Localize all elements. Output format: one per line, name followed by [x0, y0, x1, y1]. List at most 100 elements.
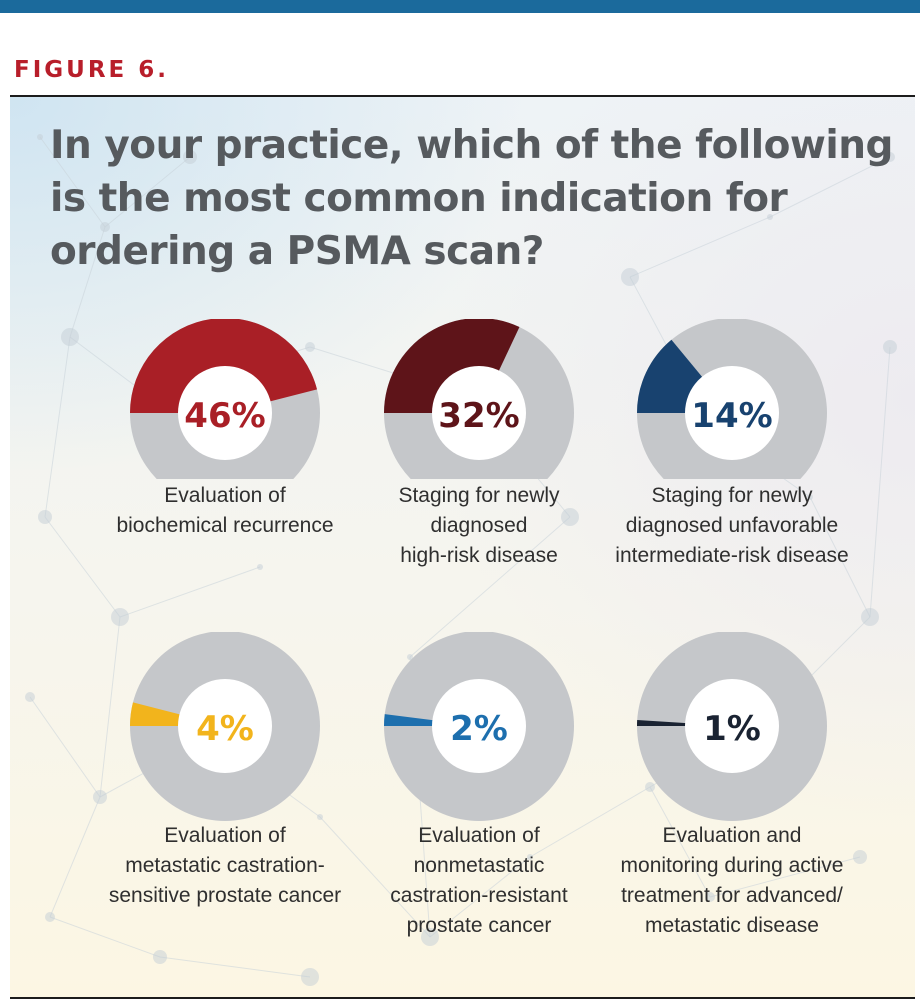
- network-node: [807, 494, 813, 500]
- chart-caption: Staging for newly diagnosed unfavorable …: [597, 481, 867, 571]
- donut-hole: [178, 366, 272, 460]
- network-node: [25, 692, 35, 702]
- network-line: [319, 816, 431, 938]
- network-line: [49, 916, 161, 958]
- caption-line: prostate cancer: [406, 914, 552, 937]
- caption-line: diagnosed: [430, 514, 528, 537]
- network-node: [111, 608, 129, 626]
- network-node: [153, 950, 167, 964]
- caption-line: treatment for advanced/: [621, 884, 843, 907]
- network-node: [61, 328, 79, 346]
- network-line: [159, 956, 311, 978]
- caption-line: metastatic disease: [645, 914, 819, 937]
- network-line: [99, 616, 121, 798]
- network-line: [44, 336, 71, 518]
- donut-hole: [432, 679, 526, 773]
- caption-line: high-risk disease: [400, 544, 558, 567]
- donut-chart-2: 32% Staging for newly diagnosed high-ris…: [344, 319, 614, 649]
- donut-chart-1: 46% Evaluation of biochemical recurrence: [90, 319, 360, 649]
- donut-hole: [178, 679, 272, 773]
- donut-hole: [685, 366, 779, 460]
- network-line: [429, 856, 531, 938]
- network-node: [645, 782, 655, 792]
- network-node: [45, 912, 55, 922]
- network-node: [885, 152, 895, 162]
- donut-svg: 14%: [637, 319, 827, 479]
- donut-chart-5: 2% Evaluation of nonmetastatic castratio…: [344, 632, 614, 962]
- figure-label: FIGURE 6.: [14, 57, 169, 83]
- network-line: [44, 516, 121, 618]
- network-line: [49, 796, 101, 918]
- chart-caption: Evaluation of nonmetastatic castration-r…: [344, 821, 614, 941]
- network-line: [529, 786, 651, 858]
- network-node: [561, 508, 579, 526]
- chart-caption: Staging for newly diagnosed high-risk di…: [344, 481, 614, 571]
- network-line: [869, 346, 891, 618]
- network-node: [100, 222, 110, 232]
- network-line: [69, 226, 106, 338]
- network-line: [629, 216, 771, 278]
- network-node: [37, 134, 43, 140]
- percent-label: 32%: [438, 396, 519, 436]
- donut-svg: 4%: [130, 632, 320, 821]
- caption-line: Evaluation and: [662, 824, 802, 847]
- caption-line: Evaluation of: [418, 824, 540, 847]
- caption-line: Evaluation of: [164, 484, 286, 507]
- caption-line: Staging for newly: [651, 484, 813, 507]
- figure-panel: In your practice, which of the following…: [10, 95, 915, 999]
- network-line: [104, 156, 191, 228]
- network-node: [705, 892, 715, 902]
- donut-chart-3: 14% Staging for newly diagnosed unfavora…: [597, 319, 867, 649]
- caption-line: monitoring during active: [620, 854, 844, 877]
- network-node: [527, 854, 533, 860]
- network-line: [409, 516, 571, 658]
- network-line: [649, 786, 711, 898]
- network-node: [305, 342, 315, 352]
- donut-chart-6: 1% Evaluation and monitoring during acti…: [597, 632, 867, 962]
- donut-svg: 2%: [384, 632, 574, 821]
- network-node: [38, 510, 52, 524]
- caption-line: sensitive prostate cancer: [108, 884, 342, 907]
- network-node: [317, 814, 323, 820]
- caption-line: diagnosed unfavorable: [625, 514, 839, 537]
- network-node: [861, 608, 879, 626]
- chart-caption: Evaluation of metastatic castration- sen…: [90, 821, 360, 911]
- percent-label: 2%: [450, 709, 508, 749]
- network-line: [39, 136, 106, 228]
- network-node: [883, 340, 897, 354]
- caption-line: castration-resistant: [390, 884, 568, 907]
- caption-line: Evaluation of: [164, 824, 286, 847]
- network-node: [767, 214, 773, 220]
- caption-line: Staging for newly: [398, 484, 560, 507]
- network-node: [93, 790, 107, 804]
- top-accent-bar: [0, 0, 920, 13]
- network-node: [183, 150, 197, 164]
- chart-caption: Evaluation and monitoring during active …: [597, 821, 867, 941]
- donut-svg: 46%: [130, 319, 320, 479]
- percent-label: 1%: [703, 709, 761, 749]
- network-line: [709, 856, 861, 898]
- caption-line: metastatic castration-: [125, 854, 325, 877]
- donut-hole: [685, 679, 779, 773]
- network-node: [421, 928, 439, 946]
- percent-label: 14%: [691, 396, 772, 436]
- network-line: [809, 496, 871, 618]
- network-node: [621, 268, 639, 286]
- caption-line: biochemical recurrence: [116, 514, 334, 537]
- network-node: [853, 850, 867, 864]
- network-line: [119, 566, 261, 618]
- donut-svg: 1%: [637, 632, 827, 821]
- donut-slice: [130, 319, 318, 413]
- question-title: In your practice, which of the following…: [50, 123, 893, 274]
- donut-chart-4: 4% Evaluation of metastatic castration- …: [90, 632, 360, 962]
- network-line: [29, 696, 101, 798]
- caption-line: nonmetastatic: [413, 854, 545, 877]
- network-node: [257, 564, 263, 570]
- donut-svg: 32%: [384, 319, 574, 479]
- donut-hole: [432, 366, 526, 460]
- network-node: [407, 654, 413, 660]
- network-node: [301, 968, 319, 986]
- caption-line: intermediate-risk disease: [615, 544, 849, 567]
- percent-label: 46%: [184, 396, 265, 436]
- percent-label: 4%: [196, 709, 254, 749]
